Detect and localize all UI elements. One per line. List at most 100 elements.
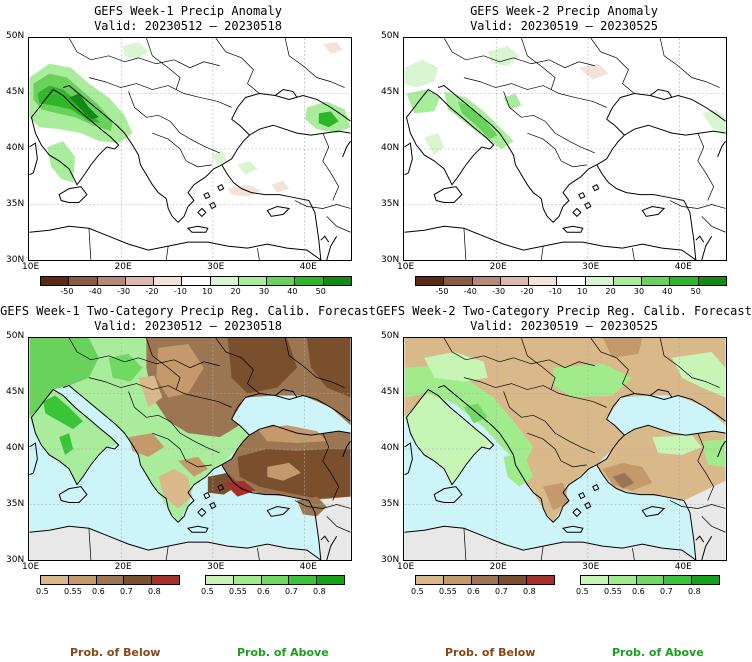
lat-tick-label: 50N [6, 331, 25, 341]
lat-tick-label: 30N [6, 255, 25, 265]
anomaly-scale-label: 40 [287, 287, 298, 296]
lon-tick-label: 30E [207, 262, 225, 272]
colorbar-swatch [444, 277, 473, 285]
anomaly-scale-label: -10 [548, 287, 562, 296]
prob-above-label: Prob. of Above [612, 646, 704, 659]
prob-scale-label: 0.7 [495, 587, 508, 596]
colorbar-swatch [295, 277, 324, 285]
prob-scale-label: 0.6 [257, 587, 270, 596]
colorbar-swatch [267, 277, 296, 285]
prob-scale-label: 0.8 [688, 587, 701, 596]
lat-tick-label: 35N [381, 199, 400, 209]
anomaly-colorbar-week2 [415, 276, 727, 286]
anomaly-scale-label: 20 [230, 287, 241, 296]
anomaly-scale-label: -50 [435, 287, 449, 296]
colorbar-swatch [41, 277, 70, 285]
colorbar-swatch [670, 277, 699, 285]
anomaly-scale-label: -40 [463, 287, 477, 296]
lat-tick-label: 35N [6, 499, 25, 509]
panel2-title: GEFS Week-2 Precip Anomaly Valid: 2023051… [470, 4, 658, 33]
prob-scale-label: 0.6 [467, 587, 480, 596]
colorbar-swatch [154, 277, 183, 285]
prob-scale-label: 0.7 [285, 587, 298, 596]
prob-scale-label: 0.8 [313, 587, 326, 596]
colorbar-swatch [527, 576, 554, 584]
colorbar-swatch [152, 576, 179, 584]
anomaly-scale-label: 30 [258, 287, 270, 296]
panel1-title: GEFS Week-1 Precip Anomaly Valid: 2023051… [94, 4, 282, 33]
prob-below-colorbar-week2 [415, 575, 555, 585]
colorbar-swatch [636, 576, 665, 584]
prob-scale-label: 0.5 [576, 587, 589, 596]
week1-probability-map [28, 337, 352, 561]
lon-tick-label: 40E [299, 262, 317, 272]
prob-scale-label: 0.6 [632, 587, 645, 596]
colorbar-swatch [69, 277, 98, 285]
colorbar-swatch [125, 277, 155, 285]
lat-tick-label: 30N [381, 555, 400, 565]
week2-anomaly-map [403, 37, 727, 261]
lat-tick-label: 45N [381, 387, 400, 397]
colorbar-swatch [443, 576, 472, 584]
lat-tick-label: 40N [6, 443, 25, 453]
anomaly-scale-label: -10 [173, 287, 187, 296]
colorbar-swatch [124, 576, 153, 584]
prob-scale-label: 0.8 [523, 587, 536, 596]
colorbar-swatch [182, 277, 211, 285]
panel3-title: GEFS Week-1 Two-Category Precip Reg. Cal… [0, 304, 376, 333]
prob-scale-label: 0.55 [439, 587, 457, 596]
colorbar-swatch [698, 277, 726, 285]
colorbar-swatch [416, 576, 444, 584]
anomaly-scale-label: 50 [315, 287, 326, 296]
prob-below-label: Prob. of Below [70, 646, 161, 659]
colorbar-swatch [471, 576, 500, 584]
week1-anomaly-map [28, 37, 352, 261]
anomaly-scale-label: 10 [202, 287, 213, 296]
prob-scale-label: 0.55 [64, 587, 82, 596]
prob-scale-label: 0.55 [604, 587, 622, 596]
colorbar-swatch [529, 277, 558, 285]
lon-tick-label: 30E [582, 562, 600, 572]
colorbar-swatch [500, 277, 530, 285]
lon-tick-label: 10E [22, 562, 40, 572]
colorbar-swatch [557, 277, 586, 285]
lat-tick-label: 45N [381, 87, 400, 97]
colorbar-swatch [41, 576, 69, 584]
anomaly-scale-label: -50 [60, 287, 74, 296]
lat-tick-label: 35N [6, 199, 25, 209]
lat-tick-label: 30N [381, 255, 400, 265]
week2-probability-map [403, 337, 727, 561]
anomaly-scale-label: -30 [492, 287, 506, 296]
lon-tick-label: 10E [397, 262, 415, 272]
lat-tick-label: 50N [6, 31, 25, 41]
anomaly-scale-label: -20 [145, 287, 159, 296]
colorbar-swatch [317, 576, 344, 584]
anomaly-scale-label: 30 [633, 287, 645, 296]
colorbar-swatch [416, 277, 445, 285]
anomaly-scale-label: 40 [662, 287, 673, 296]
colorbar-swatch [206, 576, 234, 584]
colorbar-swatch [664, 576, 693, 584]
anomaly-scale-label: 20 [605, 287, 616, 296]
colorbar-swatch [97, 277, 126, 285]
anomaly-scale-label: 50 [690, 287, 701, 296]
colorbar-swatch [233, 576, 262, 584]
colorbar-swatch [261, 576, 290, 584]
prob-scale-label: 0.55 [229, 587, 247, 596]
colorbar-swatch [613, 277, 643, 285]
anomaly-scale-label: 10 [577, 287, 588, 296]
lat-tick-label: 40N [6, 143, 25, 153]
lon-tick-label: 10E [22, 262, 40, 272]
prob-below-colorbar-week1 [40, 575, 180, 585]
prob-scale-label: 0.5 [411, 587, 424, 596]
prob-scale-label: 0.5 [201, 587, 214, 596]
anomaly-scale-label: -20 [520, 287, 534, 296]
lon-tick-label: 20E [114, 262, 132, 272]
lon-tick-label: 30E [207, 562, 225, 572]
colorbar-swatch [692, 576, 719, 584]
lat-tick-label: 45N [6, 387, 25, 397]
colorbar-swatch [289, 576, 318, 584]
colorbar-swatch [210, 277, 239, 285]
colorbar-swatch [585, 277, 614, 285]
colorbar-swatch [499, 576, 528, 584]
